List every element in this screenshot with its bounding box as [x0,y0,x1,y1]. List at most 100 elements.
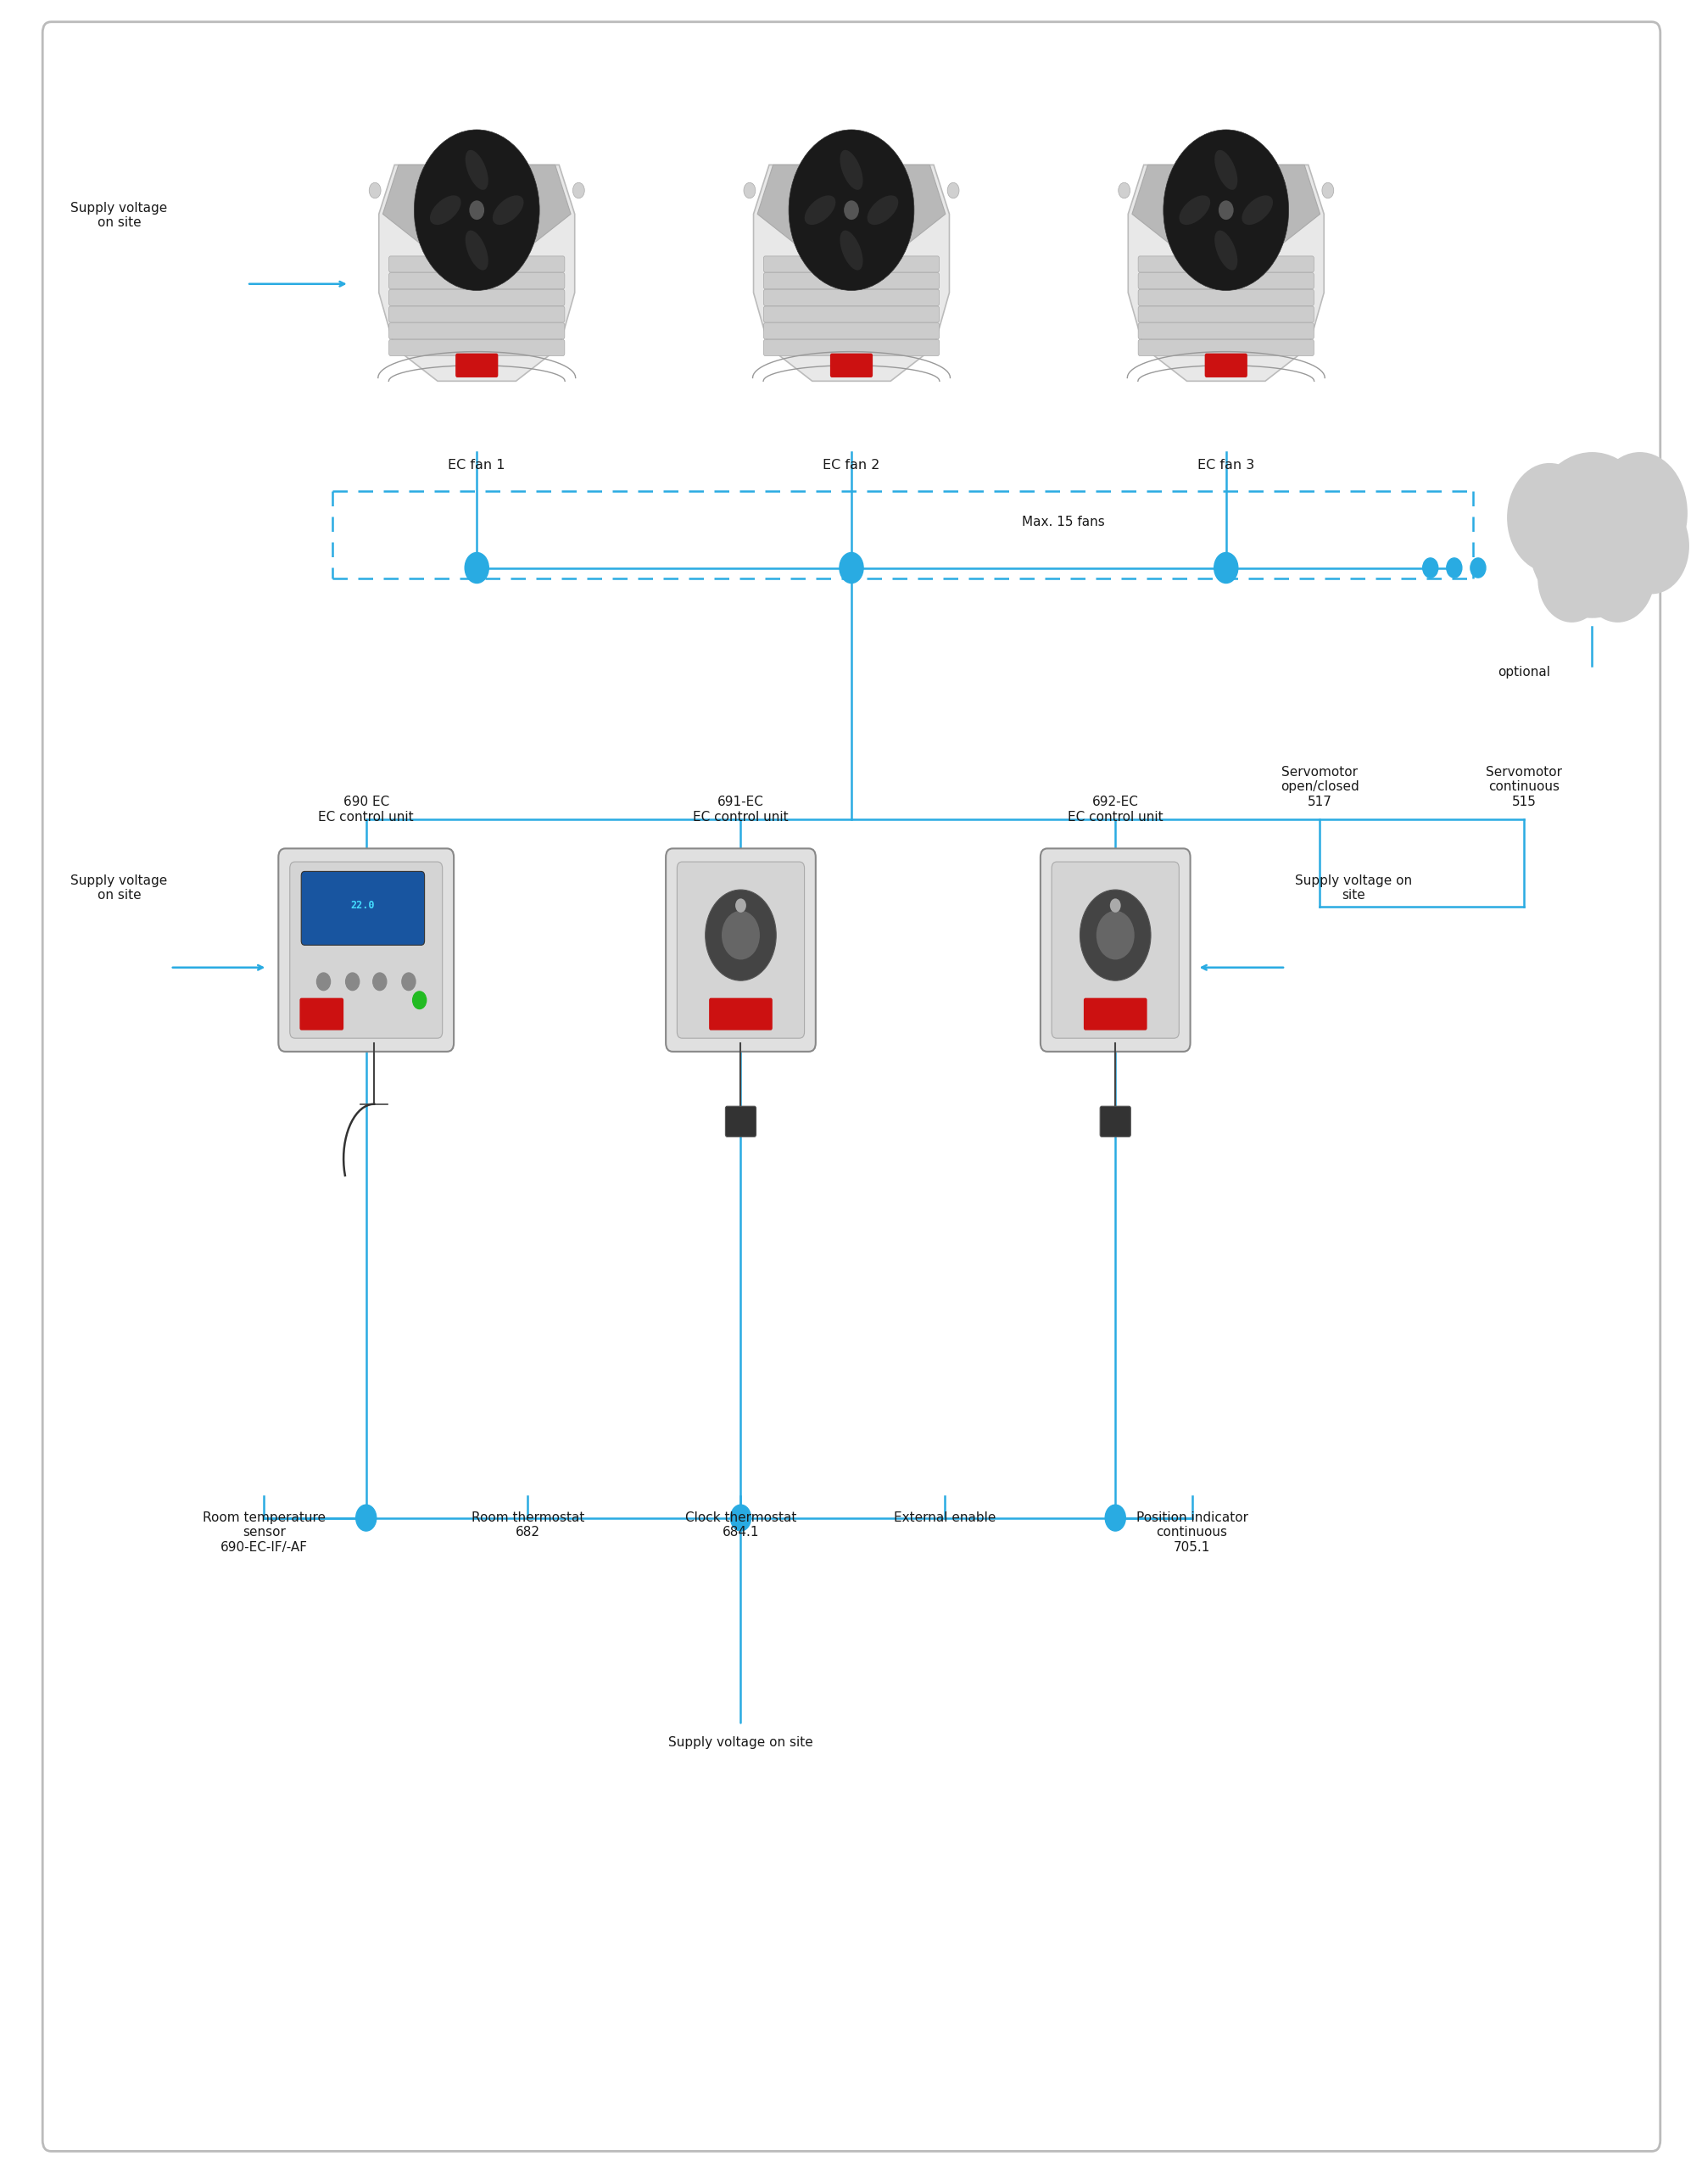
Ellipse shape [465,151,488,190]
Text: Supply voltage
on site: Supply voltage on site [71,201,167,229]
FancyBboxPatch shape [762,323,940,339]
Circle shape [1079,889,1151,981]
Text: Clock thermostat
684.1: Clock thermostat 684.1 [684,1511,797,1540]
FancyBboxPatch shape [300,998,344,1031]
FancyBboxPatch shape [277,850,453,1053]
Ellipse shape [839,151,863,190]
Text: 691-EC
EC control unit: 691-EC EC control unit [693,795,788,823]
FancyBboxPatch shape [388,273,565,288]
FancyBboxPatch shape [762,256,940,273]
Circle shape [1469,559,1484,579]
Ellipse shape [492,194,524,225]
Text: Max. 15 fans: Max. 15 fans [1021,515,1105,529]
FancyBboxPatch shape [1203,354,1246,378]
Text: Supply voltage on site: Supply voltage on site [667,1736,814,1749]
Ellipse shape [465,229,488,271]
FancyBboxPatch shape [708,998,773,1031]
Text: Supply voltage
on site: Supply voltage on site [71,874,167,902]
Circle shape [722,911,759,959]
FancyBboxPatch shape [1137,273,1314,288]
Ellipse shape [839,229,863,271]
FancyBboxPatch shape [301,871,424,946]
Circle shape [1096,911,1134,959]
Text: Servomotor
continuous
515: Servomotor continuous 515 [1486,767,1561,808]
Circle shape [356,1505,376,1531]
FancyBboxPatch shape [1137,290,1314,306]
Ellipse shape [1321,183,1333,199]
Polygon shape [383,166,570,258]
Circle shape [1214,553,1237,583]
Text: Servomotor
open/closed
517: Servomotor open/closed 517 [1280,767,1358,808]
Ellipse shape [369,183,381,199]
Ellipse shape [1214,229,1237,271]
FancyBboxPatch shape [831,354,871,378]
Text: 692-EC
EC control unit: 692-EC EC control unit [1067,795,1162,823]
Text: External enable: External enable [894,1511,996,1524]
FancyBboxPatch shape [1137,341,1314,356]
Polygon shape [752,166,950,382]
Ellipse shape [803,194,836,225]
Ellipse shape [1178,194,1210,225]
Ellipse shape [866,194,899,225]
Circle shape [1537,535,1605,622]
FancyBboxPatch shape [762,341,940,356]
Text: EC fan 2: EC fan 2 [822,459,880,472]
Ellipse shape [572,183,584,199]
Ellipse shape [946,183,958,199]
Circle shape [414,129,540,290]
FancyBboxPatch shape [388,256,565,273]
Circle shape [1219,201,1232,221]
FancyBboxPatch shape [677,863,803,1037]
Circle shape [705,889,776,981]
Circle shape [1527,452,1656,618]
Circle shape [317,972,330,989]
Circle shape [465,553,488,583]
Ellipse shape [1118,183,1130,199]
FancyBboxPatch shape [289,863,443,1037]
FancyBboxPatch shape [1052,863,1178,1037]
Circle shape [844,201,858,221]
Text: 22.0: 22.0 [351,900,374,911]
FancyBboxPatch shape [762,273,940,288]
Text: Supply voltage on
site: Supply voltage on site [1295,874,1411,902]
Circle shape [1445,559,1460,579]
FancyBboxPatch shape [762,290,940,306]
Circle shape [373,972,386,989]
Polygon shape [380,166,575,382]
Circle shape [1421,559,1436,579]
Circle shape [1579,526,1654,622]
Circle shape [412,992,426,1009]
Polygon shape [1132,166,1319,258]
Circle shape [402,972,415,989]
Circle shape [1506,463,1591,572]
Ellipse shape [1214,151,1237,190]
FancyBboxPatch shape [1137,323,1314,339]
Circle shape [788,129,914,290]
Circle shape [1105,1505,1125,1531]
Circle shape [839,553,863,583]
Text: Room thermostat
682: Room thermostat 682 [471,1511,584,1540]
Polygon shape [1127,166,1324,382]
Circle shape [1110,898,1120,913]
FancyBboxPatch shape [388,341,565,356]
FancyBboxPatch shape [388,290,565,306]
Circle shape [1613,498,1688,594]
Circle shape [346,972,359,989]
Text: EC fan 1: EC fan 1 [448,459,505,472]
Text: 690 EC
EC control unit: 690 EC EC control unit [318,795,414,823]
Circle shape [470,201,483,221]
FancyBboxPatch shape [1099,1107,1130,1138]
Ellipse shape [1241,194,1273,225]
Circle shape [1591,452,1687,574]
FancyBboxPatch shape [665,850,815,1053]
Text: EC fan 3: EC fan 3 [1197,459,1254,472]
FancyBboxPatch shape [725,1107,756,1138]
FancyBboxPatch shape [456,354,499,378]
Ellipse shape [429,194,461,225]
FancyBboxPatch shape [762,306,940,323]
FancyBboxPatch shape [388,323,565,339]
Circle shape [735,898,745,913]
Text: optional: optional [1498,666,1549,679]
Text: Room temperature
sensor
690-EC-IF/-AF: Room temperature sensor 690-EC-IF/-AF [203,1511,325,1553]
Circle shape [730,1505,751,1531]
